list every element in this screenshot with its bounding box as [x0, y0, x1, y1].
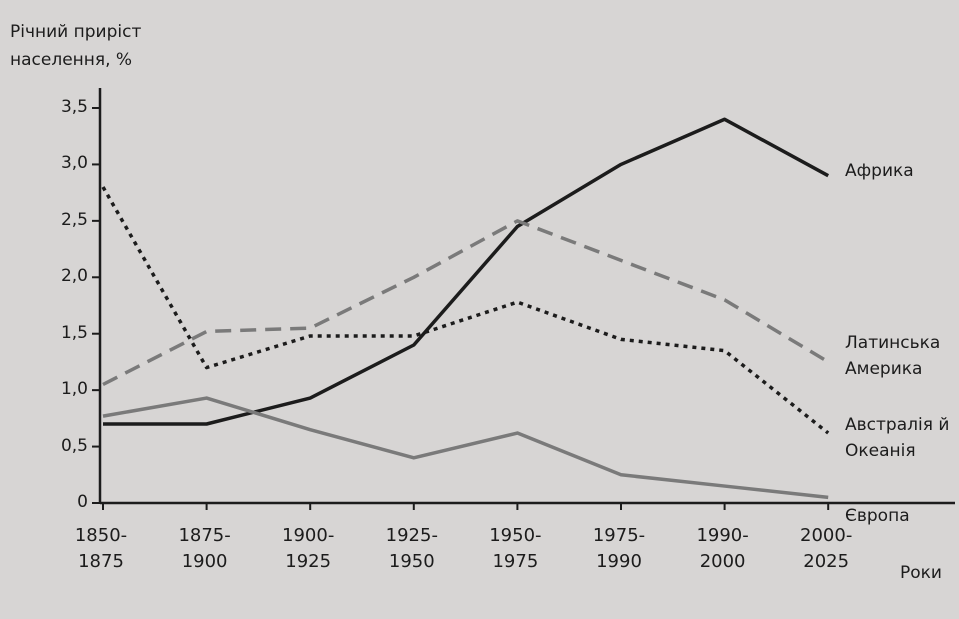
series-line: [101, 186, 830, 435]
x-tick-label: 1975-1990: [592, 525, 646, 572]
x-tick-label: 1875-1900: [178, 525, 231, 572]
x-tick-label: 1850-1875: [74, 525, 128, 572]
y-tick-label: 2,5: [60, 209, 88, 230]
series-line: [103, 117, 830, 426]
y-tick-label: 3,0: [60, 153, 88, 174]
y-tick-label: 0,5: [60, 435, 88, 456]
y-tick-label: 1,5: [60, 322, 88, 343]
series-label: Африка: [845, 161, 914, 181]
y-tick-label: 1,0: [60, 379, 88, 400]
y-tick-label: 2,0: [60, 266, 88, 287]
y-tick-label: 0: [77, 492, 88, 512]
x-tick-label: 1990-2000: [696, 525, 749, 572]
series-label: Європа: [845, 506, 910, 526]
series-line: [102, 219, 830, 387]
series-line: [102, 396, 829, 500]
x-axis-title: Роки: [900, 563, 942, 583]
x-tick-label: 1950-1975: [489, 525, 542, 572]
x-tick-label: 1925-1950: [385, 525, 438, 572]
x-tick-label: 2000-2025: [800, 525, 853, 572]
x-tick-label: 1900-1925: [282, 525, 335, 572]
series-label: Австралія й Океанія: [845, 415, 950, 461]
y-axis-title: Річний приріст населення, %: [10, 22, 142, 70]
series-label: Латинська Америка: [845, 333, 941, 379]
y-tick-label: 3,5: [60, 97, 88, 117]
